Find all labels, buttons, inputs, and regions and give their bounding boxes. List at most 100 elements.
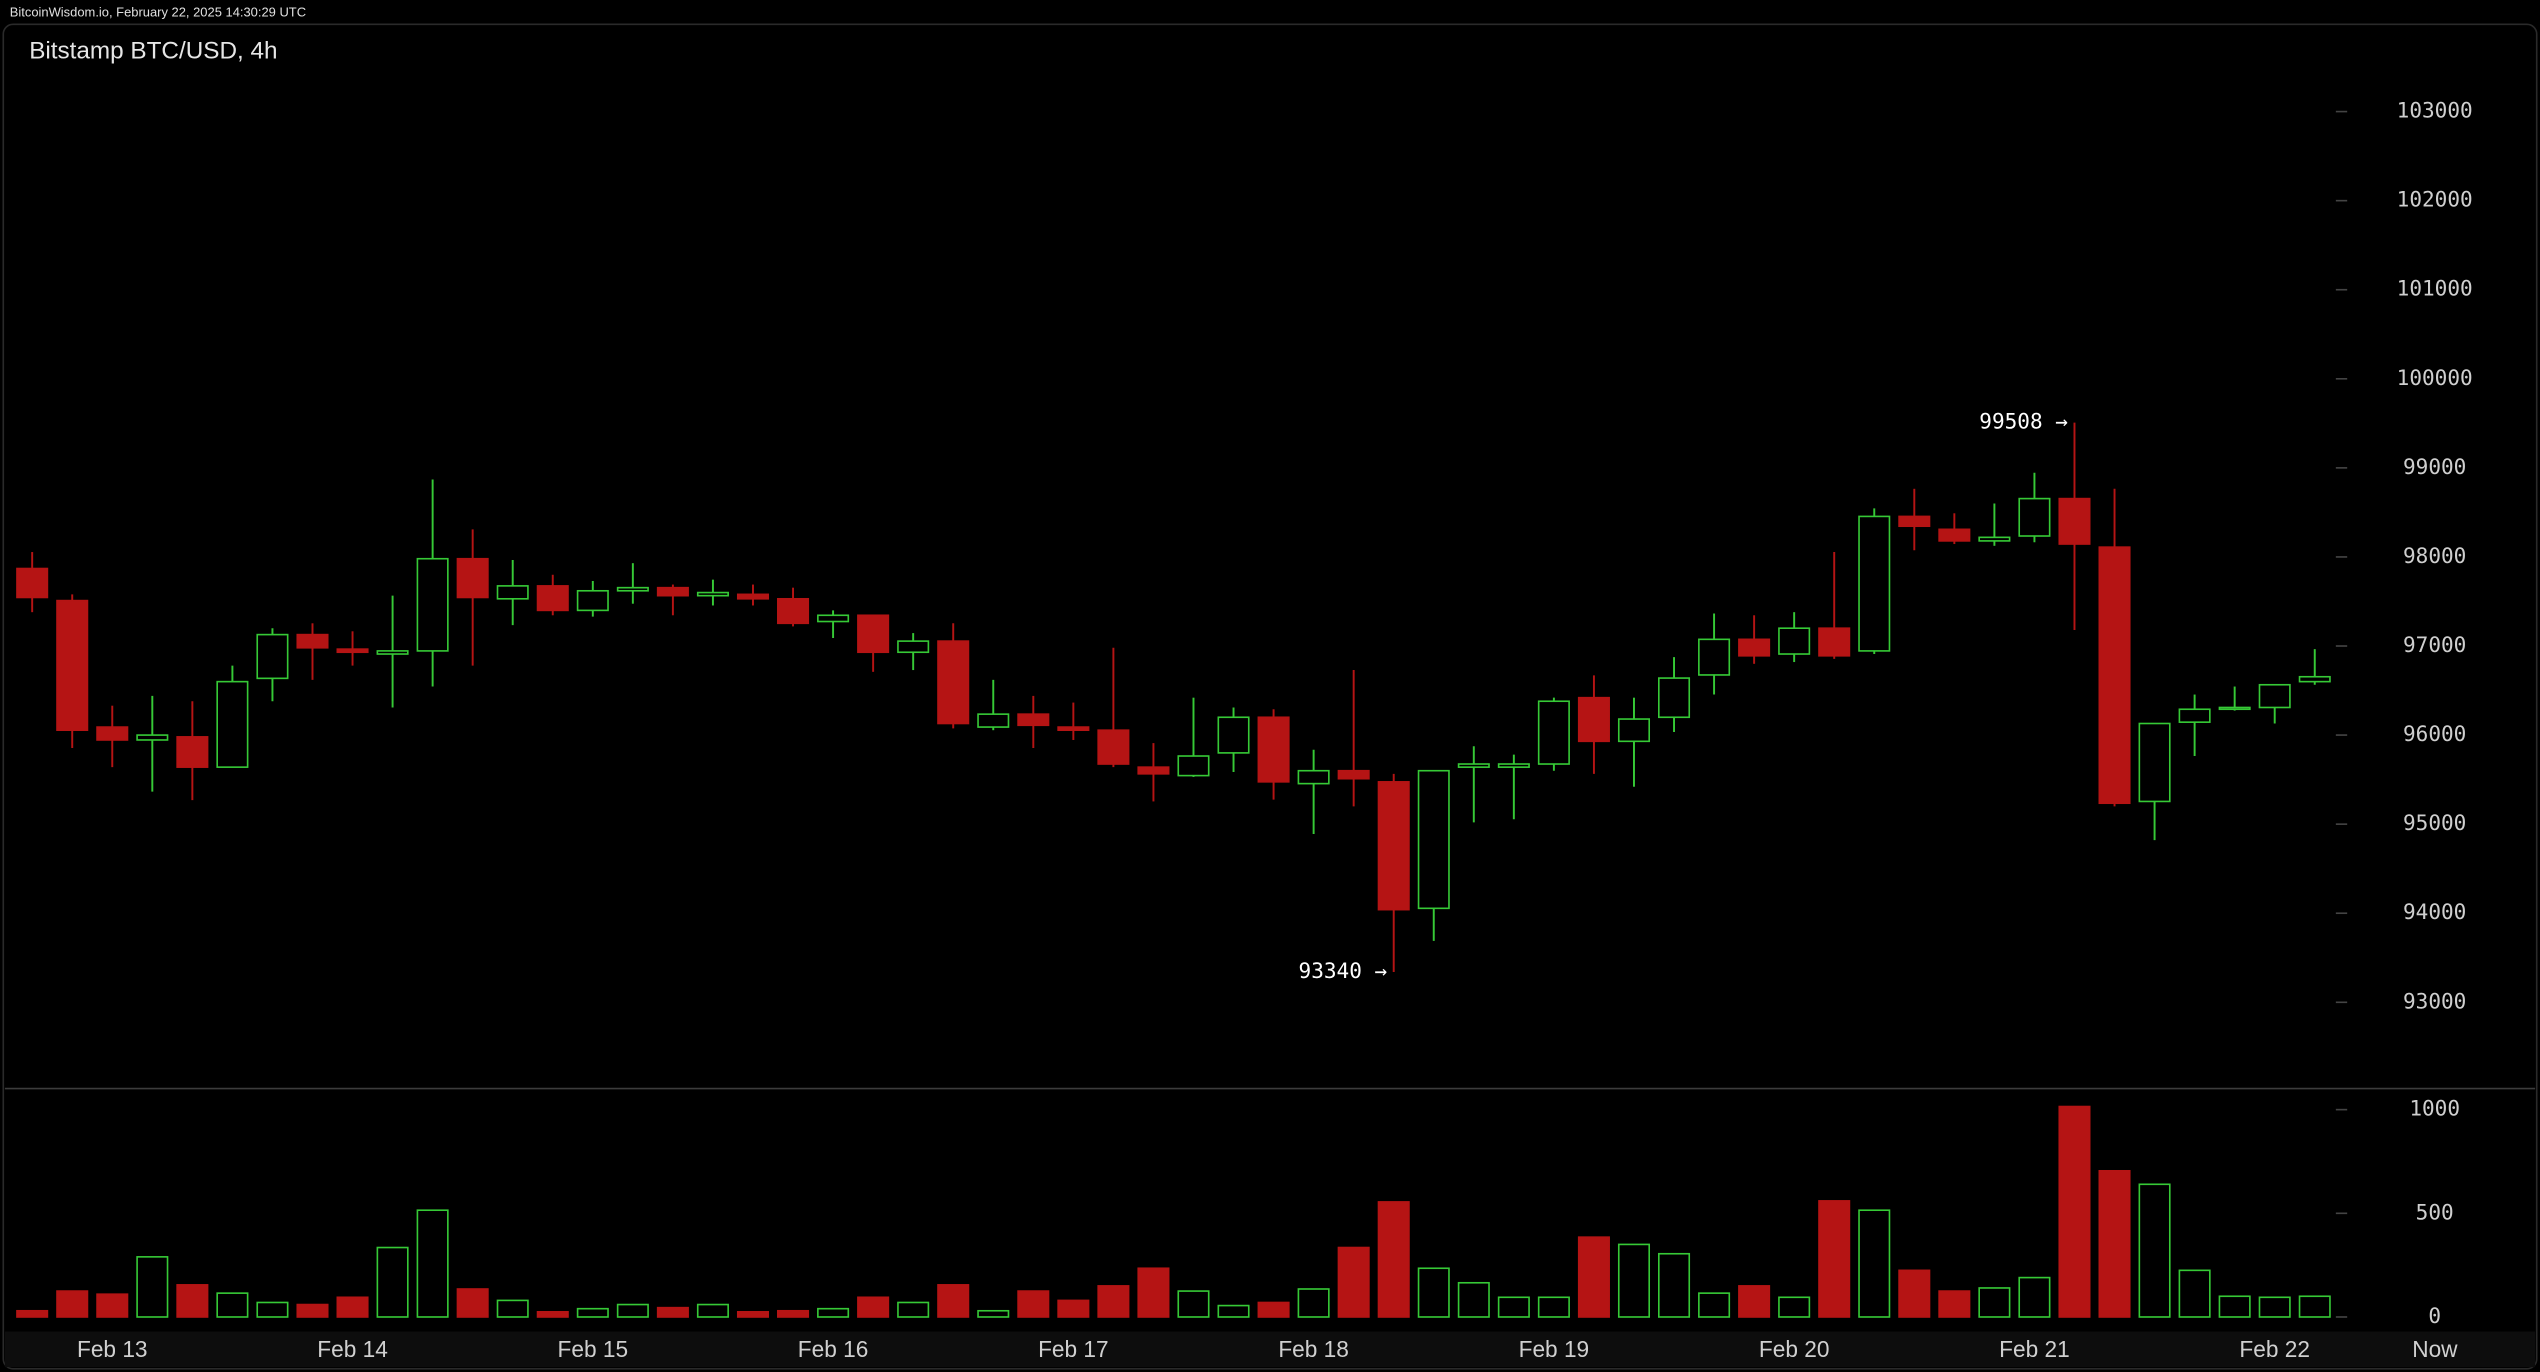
volume-bar (937, 1284, 970, 1318)
candle-body (857, 614, 890, 654)
chart-title: Bitstamp BTC/USD, 4h (29, 37, 277, 64)
volume-bar (777, 1309, 810, 1318)
volume-bar (1017, 1290, 1050, 1318)
candle-body (16, 567, 49, 599)
volume-bar (56, 1290, 89, 1318)
candle-body (2098, 546, 2131, 805)
x-tick-label: Feb 13 (77, 1336, 148, 1362)
volume-bar (1658, 1252, 1691, 1318)
volume-bar (456, 1288, 489, 1318)
candle-body (1297, 769, 1330, 785)
volume-bar (176, 1284, 209, 1318)
candle-body (416, 557, 449, 652)
x-tick-label: Feb 21 (1999, 1336, 2070, 1362)
y-tick-label: 93000 (2403, 988, 2466, 1013)
candle-body (1537, 700, 1570, 765)
y-tick-label: 500 (2416, 1199, 2454, 1224)
volume-bar (416, 1209, 449, 1318)
y-tick-label: 100000 (2397, 365, 2473, 390)
volume-bar (1177, 1290, 1210, 1318)
volume-bar (336, 1296, 369, 1318)
volume-bar (1457, 1281, 1490, 1318)
x-tick-label: Feb 19 (1519, 1336, 1590, 1362)
candle-body (777, 597, 810, 625)
volume-bar (1217, 1304, 1250, 1318)
annotation: 93340 → (1299, 958, 1388, 983)
volume-bar (296, 1303, 329, 1318)
x-tick-label: Feb 22 (2239, 1336, 2310, 1362)
volume-bar (2098, 1169, 2131, 1318)
x-tick-label: Feb 15 (558, 1336, 629, 1362)
y-tick-label: 97000 (2403, 632, 2466, 657)
x-axis-band (4, 1331, 2536, 1368)
volume-bar (2218, 1295, 2251, 1318)
volume-bar (16, 1309, 49, 1318)
volume-bar (1898, 1269, 1931, 1318)
candle-body (1097, 729, 1130, 765)
y-tick-label: 96000 (2403, 721, 2466, 746)
volume-bar (136, 1256, 169, 1318)
volume-bar (2178, 1269, 2211, 1318)
volume-bar (1938, 1290, 1971, 1318)
volume-bar (1537, 1296, 1570, 1318)
candle-body (1577, 696, 1610, 743)
volume-bar (1978, 1287, 2011, 1318)
volume-bar (696, 1303, 729, 1318)
candle-body (1858, 515, 1891, 652)
candle-body (616, 586, 649, 592)
volume-bar (1577, 1236, 1610, 1318)
volume-bar (2298, 1295, 2331, 1318)
candle-body (2018, 497, 2051, 537)
candle-body (736, 593, 770, 600)
volume-bar (1698, 1292, 1731, 1318)
candle-body (937, 640, 970, 725)
candle-body (496, 585, 529, 600)
volume-bar (2258, 1296, 2291, 1318)
volume-bar (1778, 1296, 1811, 1318)
candle-body (1017, 713, 1050, 727)
candle-body (1257, 716, 1290, 783)
candle-body (1177, 755, 1210, 777)
volume-bar (1818, 1200, 1851, 1318)
candle-body (1617, 718, 1651, 743)
y-tick-label: 103000 (2397, 98, 2473, 123)
y-tick-label: 0 (2428, 1303, 2441, 1328)
candle-body (2138, 722, 2171, 803)
x-tick-label: Feb 14 (317, 1336, 388, 1362)
candle-body (1057, 726, 1090, 731)
candle-body (2058, 497, 2091, 545)
volume-bar (977, 1309, 1010, 1318)
candle-body (1658, 677, 1691, 719)
volume-bar (256, 1301, 289, 1318)
candle-body (1377, 781, 1410, 911)
y-tick-label: 98000 (2403, 543, 2466, 568)
volume-bar (1337, 1246, 1370, 1318)
candle-body (136, 734, 169, 741)
candle-body (1497, 763, 1530, 768)
volume-bar (1137, 1267, 1170, 1318)
candle-body (897, 640, 930, 654)
candle-body (1457, 763, 1490, 768)
volume-bar (1377, 1201, 1410, 1318)
volume-bar (736, 1310, 770, 1318)
candle-body (2218, 706, 2251, 711)
chart-frame (2, 23, 2538, 1370)
candle-body (456, 557, 489, 599)
candle-body (576, 589, 609, 612)
volume-bar (576, 1307, 609, 1318)
candle-body (1898, 515, 1931, 528)
y-tick-label: 1000 (2409, 1096, 2460, 1121)
volume-bar (897, 1301, 930, 1318)
volume-bar (1257, 1301, 1290, 1318)
candle-body (1137, 766, 1170, 775)
volume-bar (817, 1307, 850, 1318)
y-tick-label: 99000 (2403, 454, 2466, 479)
candle-body (1738, 638, 1771, 657)
volume-bar (1858, 1209, 1891, 1318)
volume-bar (1057, 1299, 1090, 1318)
volume-bar (536, 1310, 569, 1318)
candle-body (96, 726, 129, 741)
volume-bar (2018, 1276, 2051, 1318)
y-tick-label: 95000 (2403, 810, 2466, 835)
candle-body (1698, 638, 1731, 676)
